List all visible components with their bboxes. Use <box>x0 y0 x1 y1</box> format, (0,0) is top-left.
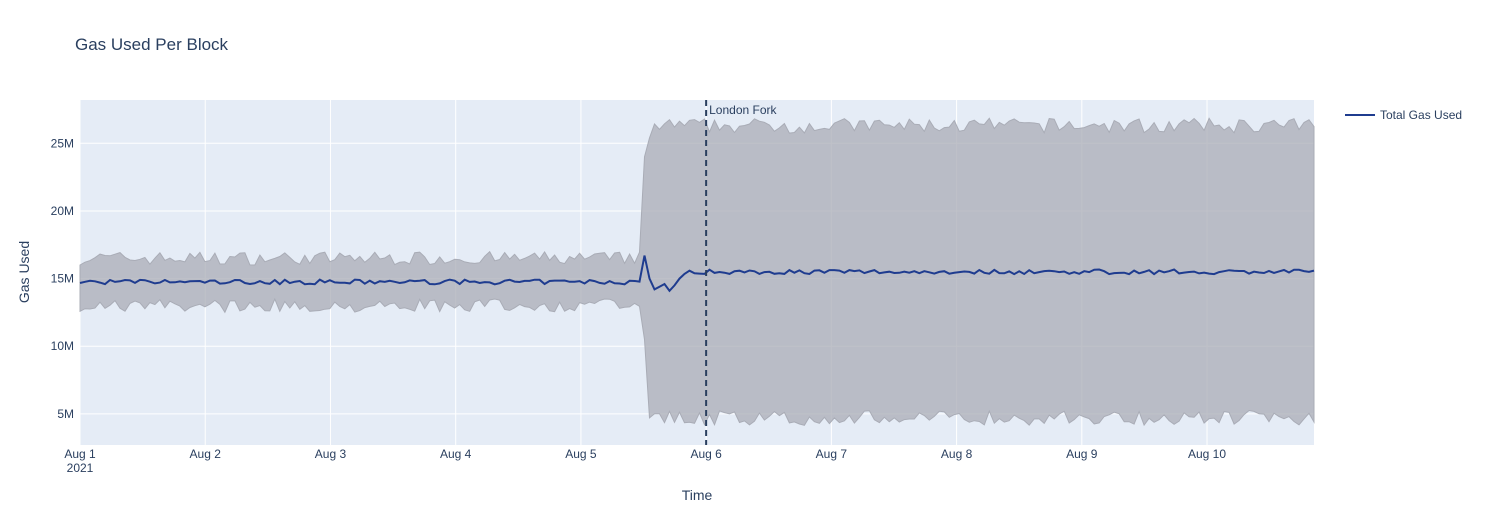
x-tick-label: Aug 10 <box>1188 447 1226 461</box>
range-band <box>79 117 1315 427</box>
y-axis-ticks: 5M 10M 15M 20M 25M <box>51 136 74 421</box>
x-tick-label: Aug 8 <box>941 447 973 461</box>
x-tick-year: 2021 <box>67 461 94 475</box>
total-gas-used-line <box>79 255 1315 293</box>
legend[interactable]: Total Gas Used <box>1345 108 1462 122</box>
x-tick-label: Aug 9 <box>1066 447 1098 461</box>
legend-item-total-gas-used[interactable]: Total Gas Used <box>1380 108 1462 122</box>
x-axis-title: Time <box>682 487 713 503</box>
y-tick-label: 20M <box>51 204 74 218</box>
london-fork-annotation: London Fork <box>709 103 777 117</box>
x-tick-label: Aug 6 <box>690 447 722 461</box>
x-tick-label: Aug 4 <box>440 447 472 461</box>
x-tick-label: Aug 3 <box>315 447 347 461</box>
y-tick-label: 10M <box>51 339 74 353</box>
chart-title: Gas Used Per Block <box>75 35 229 54</box>
x-tick-label: Aug 7 <box>816 447 848 461</box>
x-tick-label: Aug 2 <box>190 447 222 461</box>
x-axis-ticks: Aug 1 Aug 2 Aug 3 Aug 4 Aug 5 Aug 6 Aug 7 Aug 8… <box>64 447 1226 461</box>
x-tick-label: Aug 5 <box>565 447 597 461</box>
y-tick-label: 5M <box>57 407 74 421</box>
x-tick-label: Aug 1 <box>64 447 96 461</box>
y-axis-title: Gas Used <box>16 241 32 303</box>
y-tick-label: 25M <box>51 136 74 150</box>
y-tick-label: 15M <box>51 272 74 286</box>
